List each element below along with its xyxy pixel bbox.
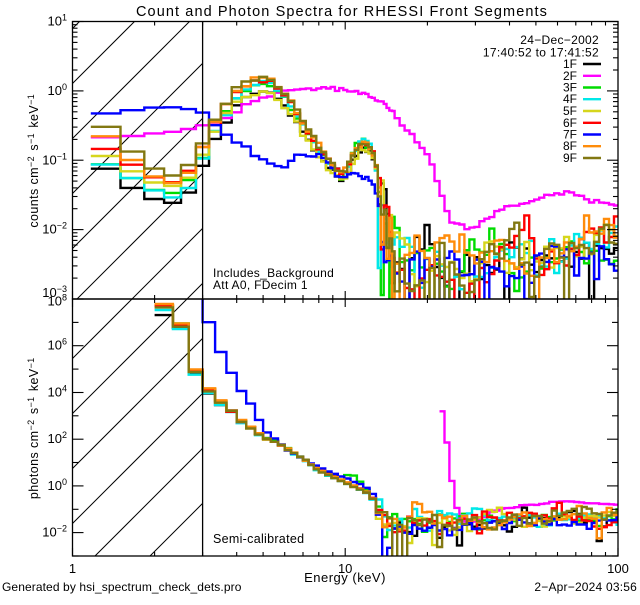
svg-text:Energy (keV): Energy (keV): [304, 570, 386, 585]
svg-text:1: 1: [69, 561, 76, 576]
svg-text:17:40:52 to 17:41:52: 17:40:52 to 17:41:52: [483, 46, 599, 60]
svg-text:6F: 6F: [563, 116, 577, 130]
svg-text:1F: 1F: [563, 57, 577, 71]
svg-text:9F: 9F: [563, 151, 577, 165]
svg-text:4F: 4F: [563, 92, 577, 106]
svg-text:3F: 3F: [563, 81, 577, 95]
svg-text:5F: 5F: [563, 104, 577, 118]
svg-text:Att A0, FDecim 1: Att A0, FDecim 1: [213, 278, 308, 292]
svg-text:photons cm−2 s−1 keV−1: photons cm−2 s−1 keV−1: [26, 356, 41, 499]
svg-text:7F: 7F: [563, 128, 577, 142]
svg-text:Semi-calibrated: Semi-calibrated: [213, 532, 304, 546]
svg-text:2−Apr−2024 03:56: 2−Apr−2024 03:56: [534, 580, 637, 594]
svg-text:2F: 2F: [563, 69, 577, 83]
svg-text:counts cm−2 s−1 keV−1: counts cm−2 s−1 keV−1: [26, 92, 41, 227]
svg-text:24−Dec−2002: 24−Dec−2002: [520, 33, 599, 47]
svg-text:Generated by hsi_spectrum_chec: Generated by hsi_spectrum_check_dets.pro: [2, 580, 242, 594]
svg-text:100: 100: [607, 561, 629, 576]
svg-text:Count and Photon Spectra for R: Count and Photon Spectra for RHESSI Fron…: [136, 4, 548, 20]
svg-text:10: 10: [338, 561, 352, 576]
svg-text:Includes_Background: Includes_Background: [213, 266, 334, 280]
svg-text:8F: 8F: [563, 139, 577, 153]
